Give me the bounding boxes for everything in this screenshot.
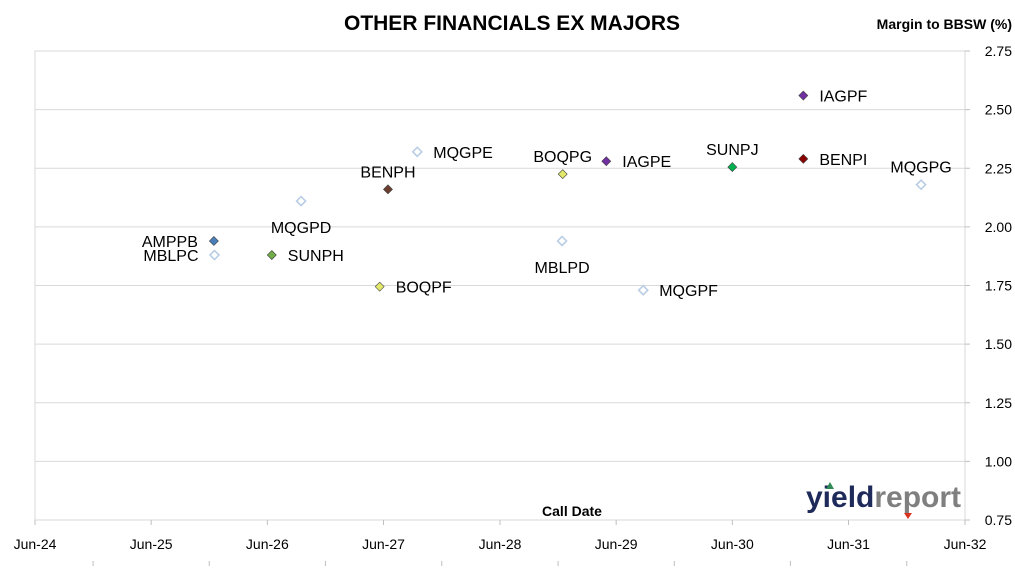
point-marker-mqgpf — [637, 284, 649, 296]
yieldreport-logo: yieldreport — [806, 481, 961, 519]
x-tick-label: Jun-24 — [14, 536, 57, 552]
point-marker-mblpd — [556, 235, 568, 247]
point-label-mqgpg: MQGPG — [890, 160, 951, 177]
gridlines — [35, 50, 965, 521]
point-marker-boqpg — [557, 169, 568, 180]
point-label-mblpc: MBLPC — [143, 248, 198, 265]
y-axis-label: Margin to BBSW (%) — [877, 16, 1012, 32]
y-tick-label: 1.00 — [985, 453, 1012, 469]
x-tick-label: Jun-25 — [130, 536, 173, 552]
point-label-benph: BENPH — [360, 164, 415, 181]
logo-text-report: report — [874, 481, 961, 514]
point-label-amppb: AMPPB — [142, 234, 198, 251]
y-tick-label: 2.25 — [985, 160, 1012, 176]
point-marker-mblpc — [208, 249, 221, 261]
y-tick-label: 2.75 — [985, 43, 1012, 59]
point-label-benpi: BENPI — [819, 152, 867, 169]
point-marker-mqgpg — [915, 179, 927, 191]
point-marker-iagpe — [601, 156, 612, 167]
point-label-mblpd: MBLPD — [535, 260, 590, 277]
logo-text-yield: yield — [806, 481, 874, 514]
point-label-mqgpd: MQGPD — [271, 220, 331, 237]
point-label-sunpj: SUNPJ — [706, 142, 758, 159]
y-tick-label: 2.50 — [985, 102, 1012, 118]
point-marker-mqgpd — [295, 195, 307, 207]
x-axis-ticks: Jun-24 Jun-25 Jun-26 Jun-27 Jun-28 Jun-29 Jun-… — [14, 520, 987, 566]
point-label-mqgpf: MQGPF — [659, 283, 718, 300]
point-marker-boqpf — [374, 281, 385, 292]
point-marker-sunph — [266, 250, 277, 260]
chart-title: OTHER FINANCIALS EX MAJORS — [344, 12, 680, 35]
point-marker-benph — [383, 184, 393, 195]
x-axis-label: Call Date — [542, 503, 602, 519]
point-label-boqpg: BOQPG — [533, 149, 592, 166]
logo-down-arrow-icon — [904, 513, 912, 519]
x-tick-label: Jun-26 — [246, 536, 289, 552]
point-label-sunph: SUNPH — [288, 248, 344, 265]
y-tick-label: 0.75 — [985, 512, 1012, 528]
point-label-iagpe: IAGPE — [622, 154, 671, 171]
point-marker-iagpf — [798, 90, 809, 101]
y-axis-ticks: 0.75 1.00 1.25 1.50 1.75 2.00 2.25 2.50 2.75 — [965, 43, 1012, 528]
y-tick-label: 1.50 — [985, 336, 1012, 352]
y-tick-label: 2.00 — [985, 219, 1012, 235]
x-tick-label: Jun-28 — [479, 536, 522, 552]
point-label-iagpf: IAGPF — [819, 89, 867, 106]
y-tick-label: 1.75 — [985, 278, 1012, 294]
point-marker-mqgpe — [411, 146, 423, 158]
x-tick-label: Jun-27 — [362, 536, 405, 552]
point-label-boqpf: BOQPF — [396, 280, 452, 297]
x-tick-label: Jun-29 — [595, 536, 638, 552]
x-tick-label: Jun-31 — [827, 536, 870, 552]
point-marker-sunpj — [727, 162, 738, 173]
x-tick-label: Jun-32 — [944, 536, 987, 552]
x-tick-label: Jun-30 — [711, 536, 754, 552]
point-marker-amppb — [208, 236, 219, 246]
point-marker-benpi — [798, 153, 809, 164]
logo-up-arrow-icon — [826, 482, 834, 489]
point-label-mqgpe: MQGPE — [433, 145, 493, 162]
y-tick-label: 1.25 — [985, 395, 1012, 411]
logo-text: yieldreport — [806, 481, 961, 514]
